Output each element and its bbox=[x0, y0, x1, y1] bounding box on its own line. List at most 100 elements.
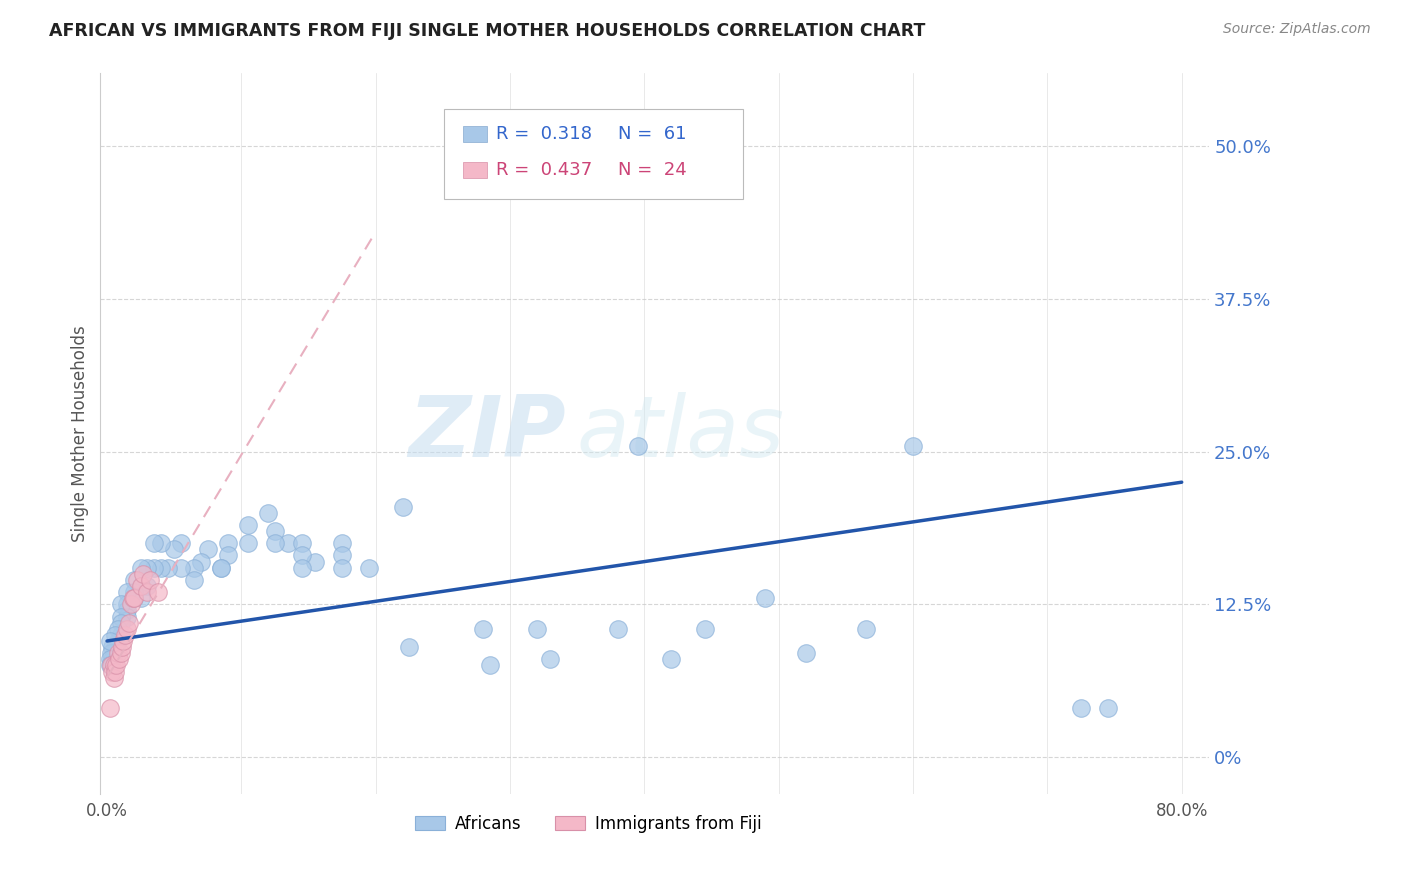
Point bbox=[391, 500, 413, 514]
Point bbox=[901, 438, 924, 452]
Point bbox=[291, 549, 314, 563]
Point bbox=[209, 560, 232, 574]
Point bbox=[98, 634, 121, 648]
Point bbox=[291, 536, 314, 550]
Point bbox=[98, 658, 121, 673]
Point bbox=[197, 542, 219, 557]
Point bbox=[105, 658, 128, 673]
Point bbox=[101, 665, 124, 679]
Point bbox=[478, 658, 501, 673]
Text: atlas: atlas bbox=[576, 392, 785, 475]
Bar bbox=[463, 162, 486, 178]
Point bbox=[103, 646, 125, 660]
Point bbox=[257, 506, 280, 520]
Point bbox=[526, 622, 548, 636]
Point bbox=[794, 646, 817, 660]
Text: N =  61: N = 61 bbox=[617, 125, 686, 144]
Point bbox=[115, 598, 138, 612]
Point bbox=[103, 658, 125, 673]
Point bbox=[149, 560, 172, 574]
Point bbox=[330, 536, 353, 550]
Point bbox=[236, 536, 259, 550]
Point bbox=[659, 652, 682, 666]
Point bbox=[110, 609, 132, 624]
Point bbox=[330, 560, 353, 574]
Point bbox=[136, 579, 159, 593]
Point bbox=[132, 566, 155, 581]
Point bbox=[236, 518, 259, 533]
Point bbox=[277, 536, 299, 550]
Point bbox=[104, 628, 127, 642]
Point bbox=[606, 622, 628, 636]
Bar bbox=[463, 127, 486, 142]
Point bbox=[129, 579, 152, 593]
Point bbox=[156, 560, 179, 574]
Point bbox=[129, 591, 152, 606]
Point bbox=[472, 622, 495, 636]
Point bbox=[136, 585, 159, 599]
Text: R =  0.318: R = 0.318 bbox=[496, 125, 592, 144]
Point bbox=[107, 646, 129, 660]
Point bbox=[105, 640, 128, 654]
Point bbox=[110, 628, 132, 642]
Point bbox=[122, 585, 145, 599]
Point bbox=[98, 652, 121, 666]
Point bbox=[120, 598, 142, 612]
Point bbox=[693, 622, 716, 636]
Point bbox=[1097, 701, 1119, 715]
Y-axis label: Single Mother Households: Single Mother Households bbox=[72, 325, 89, 541]
Point bbox=[103, 671, 125, 685]
Point bbox=[115, 622, 138, 636]
Text: R =  0.437: R = 0.437 bbox=[496, 161, 592, 179]
Point bbox=[101, 652, 124, 666]
Text: AFRICAN VS IMMIGRANTS FROM FIJI SINGLE MOTHER HOUSEHOLDS CORRELATION CHART: AFRICAN VS IMMIGRANTS FROM FIJI SINGLE M… bbox=[49, 22, 925, 40]
Legend: Africans, Immigrants from Fiji: Africans, Immigrants from Fiji bbox=[408, 808, 768, 839]
Point bbox=[112, 634, 135, 648]
Point bbox=[209, 560, 232, 574]
Point bbox=[122, 591, 145, 606]
Point bbox=[100, 646, 122, 660]
Point bbox=[163, 542, 186, 557]
Point bbox=[1070, 701, 1092, 715]
Text: ZIP: ZIP bbox=[408, 392, 565, 475]
Point bbox=[183, 560, 205, 574]
Point bbox=[115, 609, 138, 624]
Point bbox=[264, 524, 287, 538]
Point bbox=[146, 585, 169, 599]
Point bbox=[100, 658, 122, 673]
Point bbox=[101, 640, 124, 654]
Point bbox=[183, 573, 205, 587]
Point bbox=[110, 646, 132, 660]
Point bbox=[330, 549, 353, 563]
Point bbox=[129, 560, 152, 574]
Point bbox=[170, 536, 193, 550]
Point bbox=[217, 549, 239, 563]
Point bbox=[143, 560, 166, 574]
Point bbox=[136, 560, 159, 574]
Point bbox=[264, 536, 287, 550]
Point bbox=[122, 573, 145, 587]
Point bbox=[104, 665, 127, 679]
Point bbox=[398, 640, 420, 654]
Point bbox=[108, 652, 131, 666]
Point bbox=[107, 622, 129, 636]
Point bbox=[217, 536, 239, 550]
Point bbox=[754, 591, 776, 606]
Point bbox=[143, 536, 166, 550]
Point bbox=[114, 628, 136, 642]
Point bbox=[104, 640, 127, 654]
Point bbox=[115, 585, 138, 599]
Point bbox=[110, 615, 132, 630]
Point bbox=[170, 560, 193, 574]
Point bbox=[107, 634, 129, 648]
Point bbox=[110, 598, 132, 612]
Point bbox=[357, 560, 380, 574]
Point bbox=[125, 573, 148, 587]
Point bbox=[538, 652, 561, 666]
Point bbox=[291, 560, 314, 574]
Point bbox=[121, 591, 143, 606]
Text: N =  24: N = 24 bbox=[617, 161, 686, 179]
Point bbox=[111, 640, 134, 654]
FancyBboxPatch shape bbox=[444, 109, 744, 199]
Point bbox=[139, 573, 162, 587]
